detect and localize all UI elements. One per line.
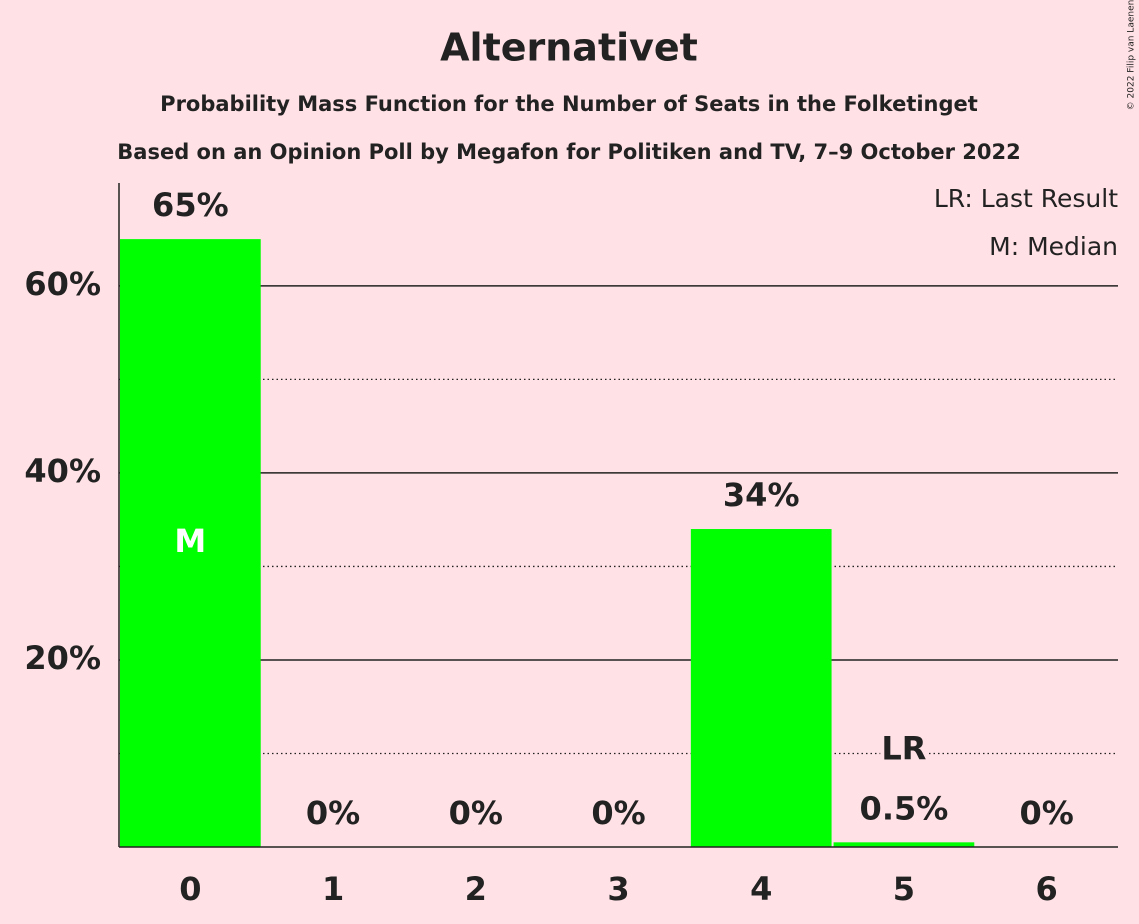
copyright: © 2022 Filip van Laenen	[1127, 0, 1137, 110]
y-tick-label: 40%	[24, 452, 101, 490]
x-tick-label: 3	[607, 870, 629, 908]
annotation: M	[174, 522, 206, 560]
y-tick-label: 60%	[24, 265, 101, 303]
annotation: LR	[881, 729, 926, 767]
bar	[833, 842, 975, 847]
value-label: 0%	[591, 794, 645, 832]
x-tick-label: 2	[465, 870, 487, 908]
bar	[120, 239, 261, 847]
x-tick-label: 1	[322, 870, 344, 908]
x-tick-label: 5	[893, 870, 915, 908]
value-label: 0%	[306, 794, 360, 832]
value-label: 0.5%	[860, 789, 949, 827]
x-tick-label: 0	[179, 870, 201, 908]
y-tick-label: 20%	[24, 639, 101, 677]
value-label: 34%	[723, 476, 800, 514]
bar	[690, 529, 832, 847]
value-label: 65%	[152, 186, 229, 224]
value-label: 0%	[1019, 794, 1073, 832]
legend-entry: M: Median	[989, 232, 1118, 261]
value-label: 0%	[449, 794, 503, 832]
chart-subtitle: Based on an Opinion Poll by Megafon for …	[117, 140, 1020, 164]
chart-title: Alternativet	[440, 26, 698, 70]
chart-subtitle: Probability Mass Function for the Number…	[160, 92, 978, 116]
legend-entry: LR: Last Result	[934, 184, 1118, 213]
x-tick-label: 6	[1036, 870, 1058, 908]
x-tick-label: 4	[750, 870, 772, 908]
